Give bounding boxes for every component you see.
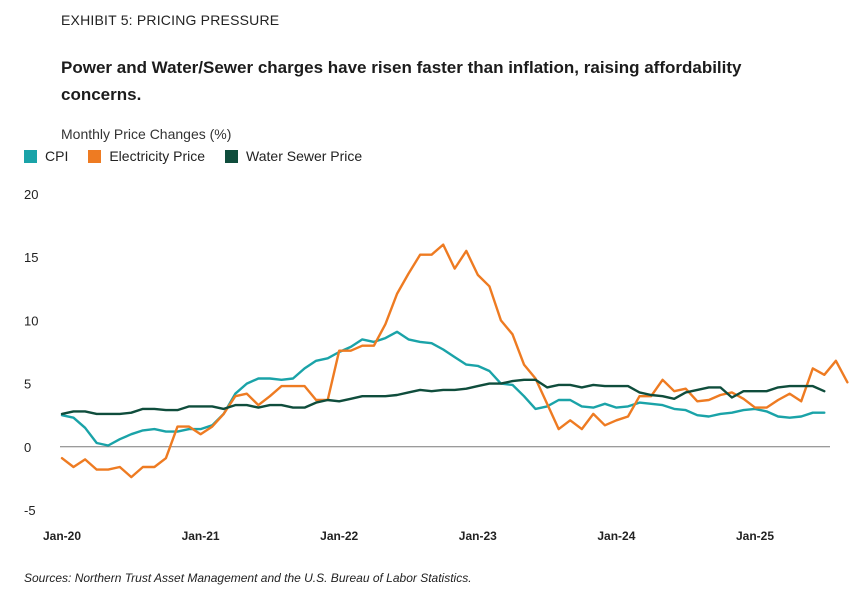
x-tick-label: Jan-23 bbox=[459, 529, 497, 543]
x-tick-label: Jan-22 bbox=[320, 529, 358, 543]
y-tick-label: -5 bbox=[24, 503, 36, 518]
exhibit-label: EXHIBIT 5: PRICING PRESSURE bbox=[61, 12, 280, 28]
legend-label-water-sewer: Water Sewer Price bbox=[246, 148, 363, 164]
legend-item-cpi: CPI bbox=[24, 148, 68, 164]
legend-item-electricity: Electricity Price bbox=[88, 148, 205, 164]
y-tick-label: 0 bbox=[24, 440, 31, 455]
legend-item-water-sewer: Water Sewer Price bbox=[225, 148, 362, 164]
y-tick-label: 15 bbox=[24, 250, 38, 265]
series-line-water-sewer-price bbox=[60, 378, 826, 416]
series-line-cpi bbox=[60, 330, 826, 447]
y-tick-label: 5 bbox=[24, 377, 31, 392]
source-note: Sources: Northern Trust Asset Management… bbox=[24, 571, 472, 585]
x-tick-label: Jan-20 bbox=[43, 529, 81, 543]
y-tick-label: 20 bbox=[24, 187, 38, 202]
chart-headline: Power and Water/Sewer charges have risen… bbox=[61, 58, 742, 104]
legend-label-electricity: Electricity Price bbox=[109, 148, 206, 164]
chart-legend: CPI Electricity Price Water Sewer Price bbox=[24, 148, 362, 164]
legend-label-cpi: CPI bbox=[45, 148, 69, 164]
legend-swatch-water-sewer bbox=[225, 149, 239, 163]
legend-swatch-cpi bbox=[24, 149, 37, 163]
x-tick-label: Jan-21 bbox=[182, 529, 220, 543]
x-tick-label: Jan-25 bbox=[736, 529, 774, 543]
series-line-electricity-price bbox=[60, 243, 849, 479]
y-tick-label: 10 bbox=[24, 313, 38, 328]
x-tick-label: Jan-24 bbox=[597, 529, 635, 543]
y-axis-label: Monthly Price Changes (%) bbox=[61, 126, 232, 142]
legend-swatch-electricity bbox=[88, 149, 102, 163]
